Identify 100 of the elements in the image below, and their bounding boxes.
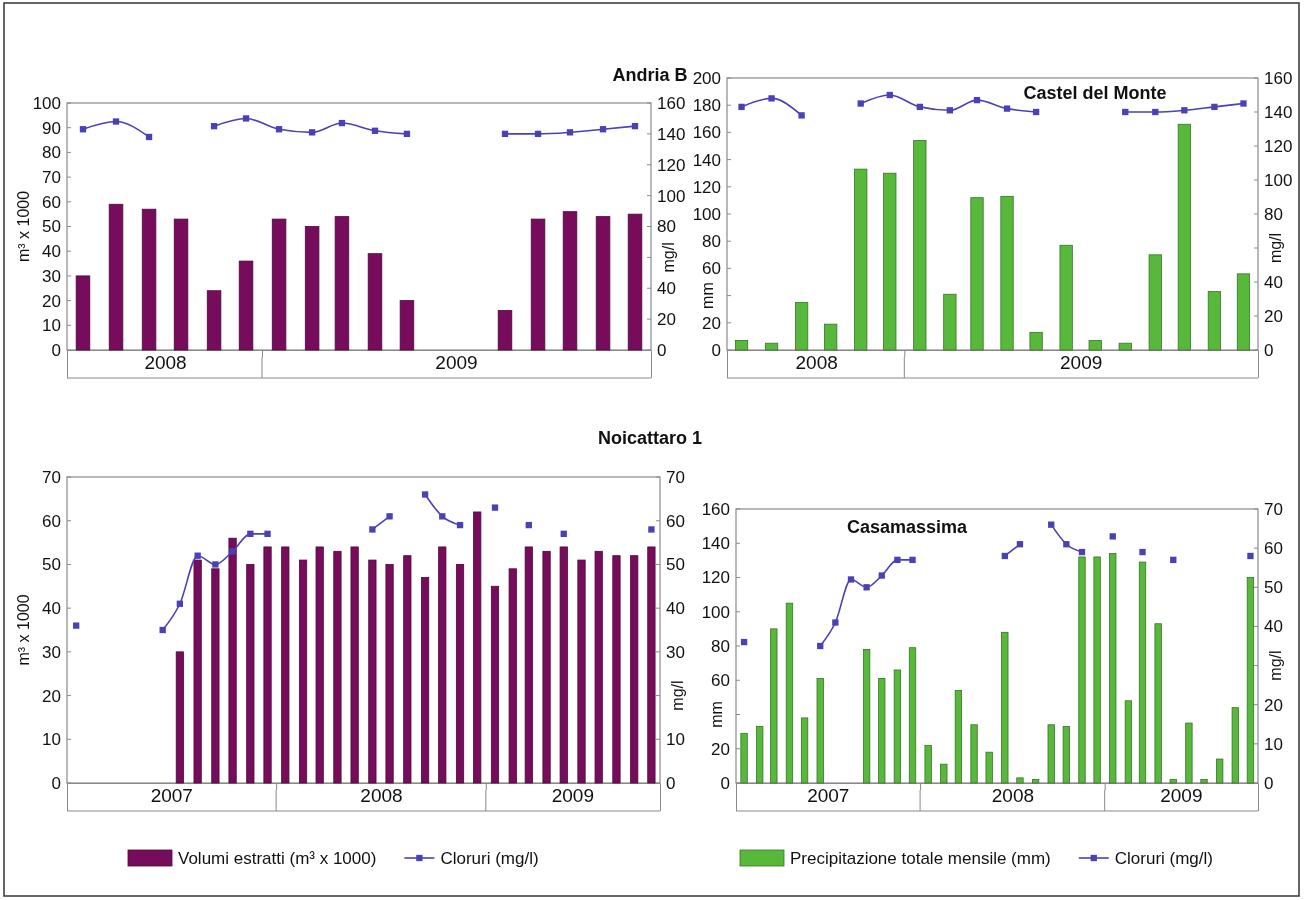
bar <box>824 323 838 351</box>
y2-tick-label: 40 <box>666 599 685 619</box>
point <box>386 513 393 520</box>
point <box>525 521 532 529</box>
point <box>894 556 901 564</box>
y-axis-title: m³ x 1000 <box>14 594 32 666</box>
bar <box>497 310 513 351</box>
bar <box>1200 779 1208 784</box>
y-axis-title: mm <box>698 282 716 309</box>
bar <box>647 546 656 784</box>
y-tick-label: 80 <box>702 232 721 252</box>
point <box>1240 100 1247 107</box>
bar <box>1062 726 1070 784</box>
bar <box>1000 195 1014 351</box>
bar <box>334 216 350 351</box>
bar <box>1154 623 1162 784</box>
bar <box>173 218 189 351</box>
point <box>159 626 166 634</box>
bar <box>577 559 586 784</box>
point <box>740 638 748 646</box>
point <box>863 584 870 591</box>
point <box>369 526 376 533</box>
y2-tick-label: 40 <box>1264 272 1283 292</box>
bar <box>385 564 394 784</box>
y-tick-label: 100 <box>701 602 730 622</box>
y-tick-label: 120 <box>701 568 730 588</box>
bar <box>985 751 993 784</box>
bar <box>800 717 809 784</box>
chart-title: Andria B <box>612 65 688 85</box>
point <box>338 119 346 127</box>
legend-label: Cloruri (mg/l) <box>1114 848 1213 868</box>
bar <box>1169 779 1177 784</box>
chart-title: Noicattaro 1 <box>597 428 703 448</box>
point <box>264 530 271 537</box>
point <box>421 491 429 498</box>
point <box>194 552 201 559</box>
bar <box>559 546 568 784</box>
bar <box>228 537 237 784</box>
y-tick-label: 30 <box>42 642 61 662</box>
y-tick-label: 0 <box>711 340 721 360</box>
bar <box>816 678 824 784</box>
bar <box>883 172 897 351</box>
y-tick-label: 160 <box>692 123 721 143</box>
y2-tick-label: 60 <box>666 511 685 531</box>
point <box>247 530 254 537</box>
bar <box>1016 777 1024 784</box>
bar <box>954 690 963 784</box>
point <box>1211 103 1218 111</box>
bar <box>1138 561 1147 784</box>
y2-tick-label: 80 <box>657 217 676 237</box>
bar <box>193 559 202 784</box>
legend-label: Precipitazione totale mensile (mm) <box>790 848 1051 868</box>
y2-axis-title: mg/l <box>659 242 677 273</box>
bar <box>943 293 957 351</box>
point <box>1181 107 1188 114</box>
bar <box>455 564 465 784</box>
bar <box>524 546 533 784</box>
y-tick-label: 160 <box>701 499 730 519</box>
bar <box>756 726 764 784</box>
y-tick-label: 70 <box>42 168 61 188</box>
y2-tick-label: 0 <box>657 340 667 360</box>
point <box>212 561 219 568</box>
bar <box>893 669 902 784</box>
y2-tick-label: 50 <box>666 555 685 575</box>
y-tick-label: 10 <box>42 730 61 750</box>
bar <box>764 342 779 351</box>
point <box>1170 556 1177 564</box>
y2-tick-label: 80 <box>1264 204 1283 224</box>
y2-axis-title: mg/l <box>1266 232 1284 264</box>
y-tick-label: 200 <box>692 68 721 88</box>
x-tick-label: 2008 <box>360 785 403 807</box>
y-tick-label: 70 <box>42 467 61 487</box>
bar <box>595 216 611 351</box>
y-tick-label: 0 <box>51 340 61 360</box>
bar <box>878 678 886 784</box>
bar <box>1088 340 1102 351</box>
bar <box>206 290 222 351</box>
point <box>1109 533 1116 540</box>
point <box>798 112 805 119</box>
bar <box>1207 291 1221 351</box>
x-tick-label: 2008 <box>991 785 1035 807</box>
point <box>916 103 923 111</box>
point <box>176 600 184 607</box>
bar <box>530 218 546 351</box>
point <box>1048 521 1055 528</box>
bar <box>473 511 482 784</box>
point <box>973 96 981 104</box>
y-tick-label: 140 <box>692 150 721 170</box>
point <box>648 526 655 533</box>
bar <box>854 168 868 351</box>
point <box>566 129 574 136</box>
y-tick-label: 100 <box>692 204 721 224</box>
point <box>1247 552 1254 560</box>
x-tick-label: 2007 <box>150 785 193 807</box>
y2-tick-label: 20 <box>1264 306 1283 326</box>
point <box>275 126 283 133</box>
y2-tick-label: 70 <box>1264 499 1283 519</box>
bar <box>1001 631 1009 784</box>
bar <box>263 546 272 784</box>
y2-tick-label: 20 <box>657 310 676 330</box>
